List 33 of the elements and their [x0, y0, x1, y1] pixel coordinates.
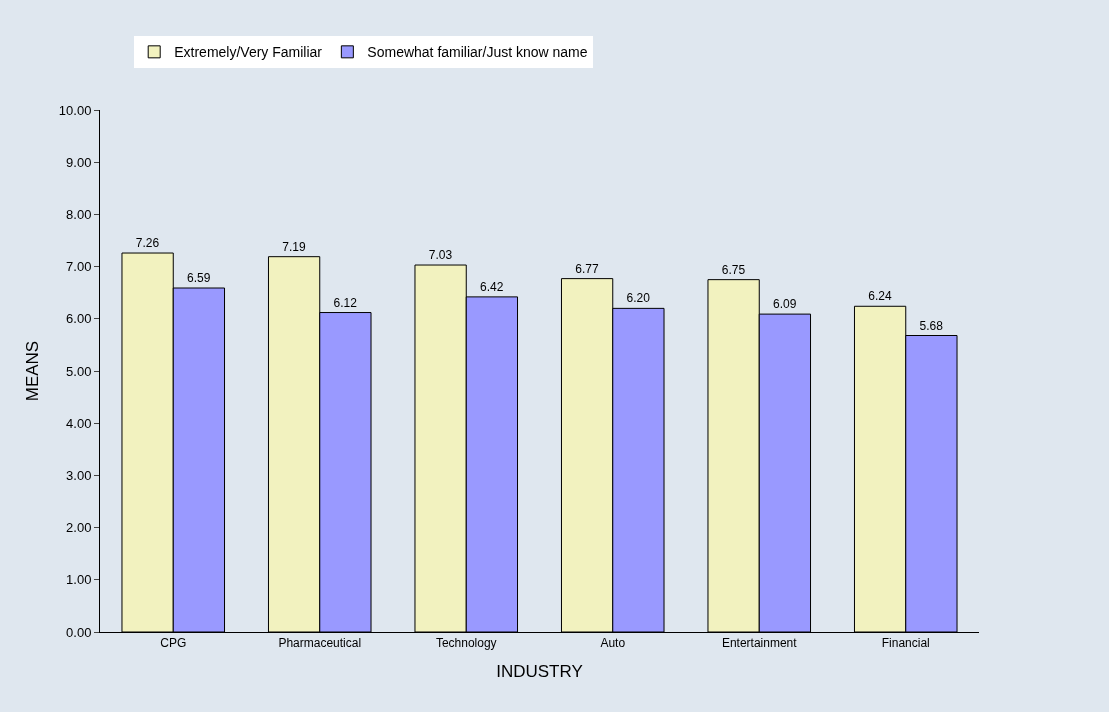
- y-tick-label: 3.00: [66, 467, 92, 483]
- y-axis-title: MEANS: [23, 340, 43, 402]
- data-label: 6.59: [187, 271, 211, 285]
- data-label: 6.09: [773, 297, 797, 312]
- y-tick-label: 7.00: [66, 259, 92, 275]
- data-label: 7.03: [428, 248, 453, 263]
- y-tick-label: 6.00: [66, 311, 92, 327]
- x-tick-label: Technology: [435, 636, 497, 651]
- y-tick-label: 0.00: [66, 624, 92, 640]
- data-label: 6.20: [626, 291, 651, 306]
- y-tick-label: 9.00: [66, 154, 92, 170]
- data-label: 6.42: [480, 279, 504, 294]
- x-tick-label: Auto: [600, 636, 626, 651]
- y-tick-label: 1.00: [66, 572, 92, 588]
- y-tick-label: 5.00: [66, 363, 92, 379]
- legend-label: Extremely/Very Familiar: [174, 44, 323, 61]
- y-tick-label: 4.00: [66, 415, 92, 431]
- data-label: 7.26: [135, 236, 160, 251]
- data-label: 6.12: [333, 295, 358, 310]
- x-axis-title: INDUSTRY: [496, 661, 583, 681]
- data-label: 6.24: [868, 289, 892, 304]
- y-tick-label: 10.00: [58, 102, 92, 118]
- legend-label: Somewhat familiar/Just know name: [367, 44, 588, 61]
- data-label: 5.68: [919, 318, 944, 333]
- x-tick-label: CPG: [160, 636, 187, 651]
- x-tick-label: Entertainment: [721, 636, 798, 651]
- data-label: 6.75: [721, 262, 746, 277]
- y-tick-label: 8.00: [66, 206, 92, 222]
- data-label: 6.77: [575, 261, 599, 276]
- x-tick-label: Pharmaceutical: [278, 636, 362, 651]
- x-tick-label: Financial: [881, 636, 930, 651]
- data-label: 7.19: [282, 239, 306, 254]
- y-tick-label: 2.00: [66, 520, 92, 536]
